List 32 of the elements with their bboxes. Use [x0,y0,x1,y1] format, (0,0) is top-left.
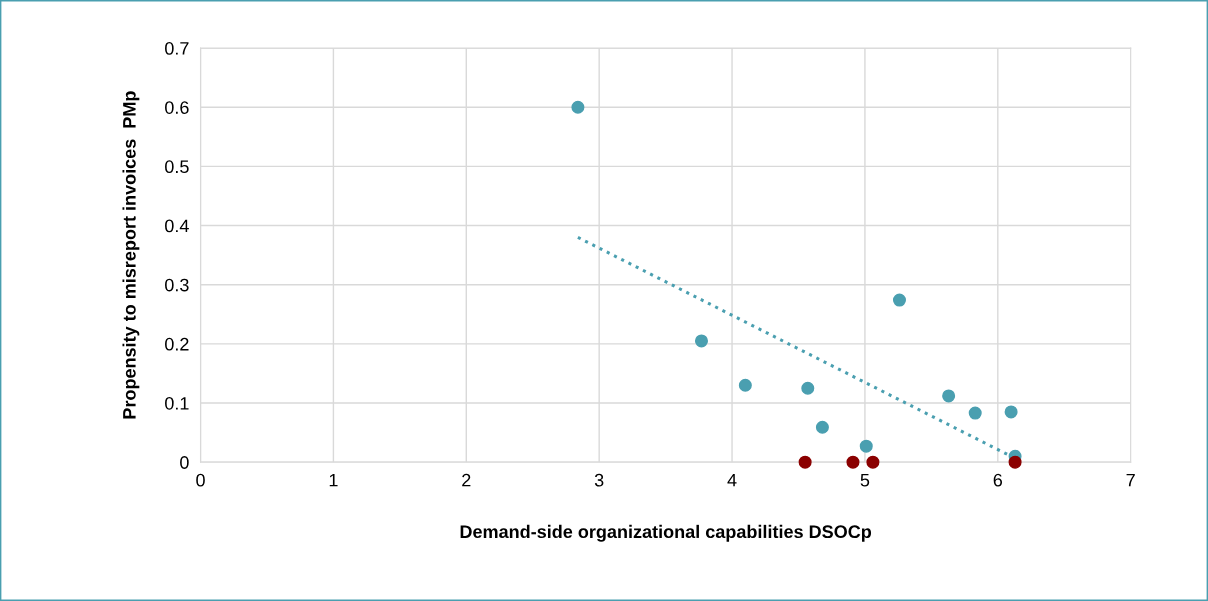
point [815,420,829,434]
x-tick-label: 7 [1126,473,1135,487]
y-tick-label: 0.5 [165,160,189,174]
point [1004,405,1018,419]
point [1008,455,1022,469]
point [968,406,982,420]
y-tick-label: 0.1 [165,396,189,410]
x-tick-label: 6 [993,473,1003,487]
point [738,378,752,392]
y-axis-title: Propensity to misreport invoices PMp [122,91,140,419]
x-tick-label: 1 [329,473,338,487]
x-tick-label: 3 [594,473,604,487]
y-tick-label: 0.6 [165,101,189,114]
point [892,293,906,307]
x-tick-label: 5 [860,473,870,487]
x-tick-label: 2 [462,473,471,487]
x-tick-label: 4 [727,473,737,487]
point [694,334,708,348]
point [571,100,585,114]
x-tick-label: 0 [196,473,205,487]
y-tick-label: 0.7 [165,42,189,55]
y-tick-label: 0.4 [165,219,189,233]
point [801,381,815,395]
y-tick-label: 0.3 [165,278,189,292]
point [859,439,873,453]
y-tick-label: 0 [180,456,189,469]
point [846,455,860,469]
point [866,455,880,469]
y-tick-label: 0.2 [165,337,189,351]
point [798,455,812,469]
x-axis-title: Demand-side organizational capabilities DSOCp [460,524,872,542]
point [942,389,956,403]
